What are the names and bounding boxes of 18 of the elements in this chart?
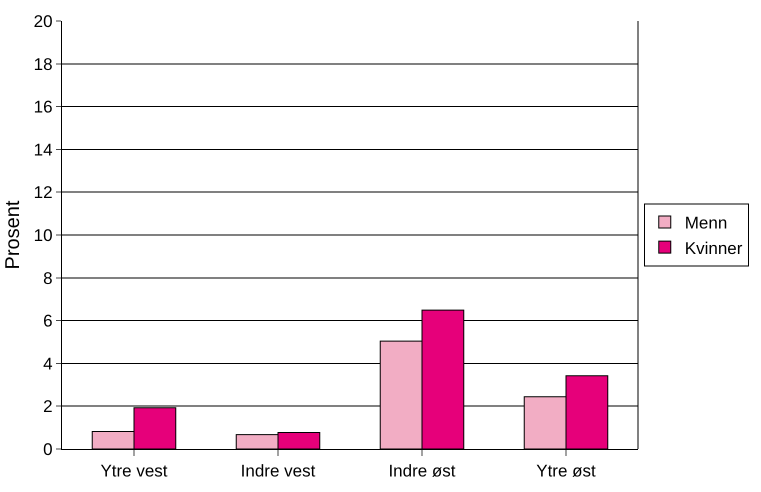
legend-label: Menn — [684, 214, 728, 233]
y-tick-label: 10 — [34, 226, 53, 245]
y-tick-label: 12 — [34, 183, 53, 202]
y-tick-label: 2 — [43, 397, 53, 416]
y-tick-label: 8 — [43, 268, 53, 288]
y-tick-label: 14 — [34, 140, 53, 160]
y-tick-label: 16 — [34, 98, 53, 117]
y-tick-label: 6 — [43, 312, 53, 331]
x-tick-label: Ytre øst — [536, 461, 596, 480]
y-tick-label: 0 — [43, 440, 53, 459]
legend-label: Kvinner — [684, 238, 743, 258]
y-tick-label: 18 — [34, 54, 53, 74]
x-tick-label: Indre vest — [240, 461, 316, 480]
y-tick-label: 4 — [43, 354, 53, 374]
y-axis-title: Prosent — [2, 200, 24, 270]
x-tick-label: Ytre vest — [100, 461, 168, 480]
x-tick-label: Indre øst — [388, 461, 456, 480]
y-tick-label: 20 — [34, 12, 53, 31]
